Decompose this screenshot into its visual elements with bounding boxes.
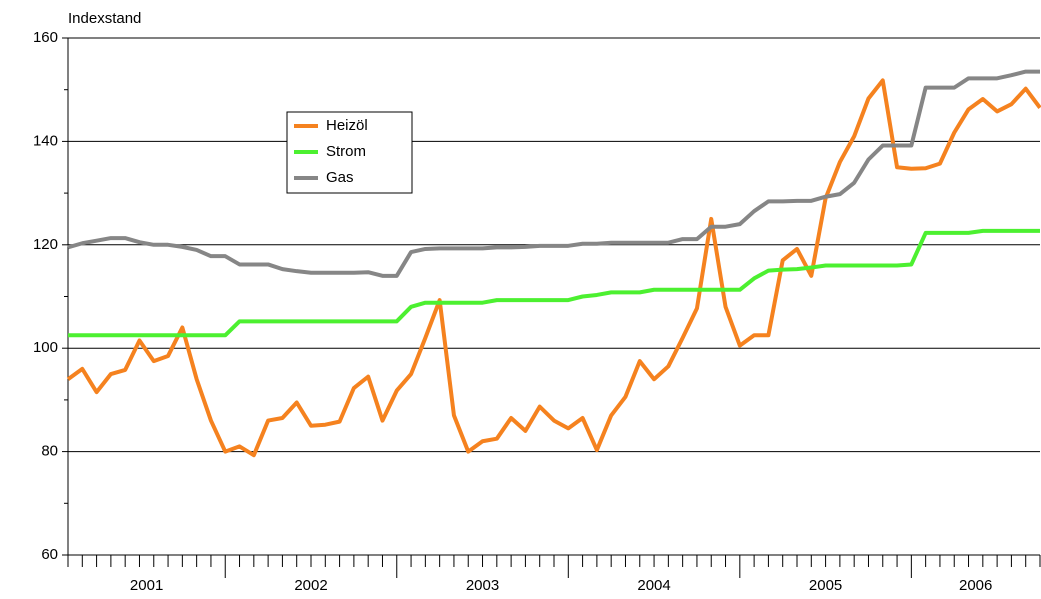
legend-label: Gas — [326, 169, 354, 186]
y-tick-label: 100 — [33, 339, 58, 356]
y-tick-label: 120 — [33, 236, 58, 253]
legend-label: Heizöl — [326, 117, 368, 134]
legend: Heizöl Strom Gas — [286, 111, 413, 194]
series-line — [68, 228, 1040, 338]
x-group-label: 2006 — [959, 577, 992, 594]
y-tick-label: 60 — [41, 546, 58, 563]
y-tick-label: 160 — [33, 29, 58, 46]
y-tick-label: 80 — [41, 443, 58, 460]
x-group-label: 2003 — [466, 577, 499, 594]
x-group-label: 2005 — [809, 577, 842, 594]
series-line — [67, 69, 1040, 278]
series-line — [66, 78, 1041, 458]
y-axis-label: Indexstand — [68, 10, 141, 27]
legend-label: Strom — [326, 143, 366, 160]
y-tick-label: 140 — [33, 132, 58, 149]
x-group-label: 2004 — [637, 577, 670, 594]
x-group-label: 2001 — [130, 577, 163, 594]
x-group-label: 2002 — [294, 577, 327, 594]
